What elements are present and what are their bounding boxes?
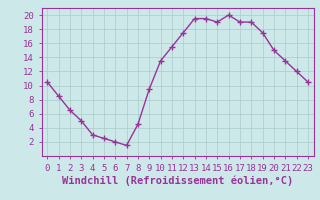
X-axis label: Windchill (Refroidissement éolien,°C): Windchill (Refroidissement éolien,°C) [62, 175, 293, 186]
